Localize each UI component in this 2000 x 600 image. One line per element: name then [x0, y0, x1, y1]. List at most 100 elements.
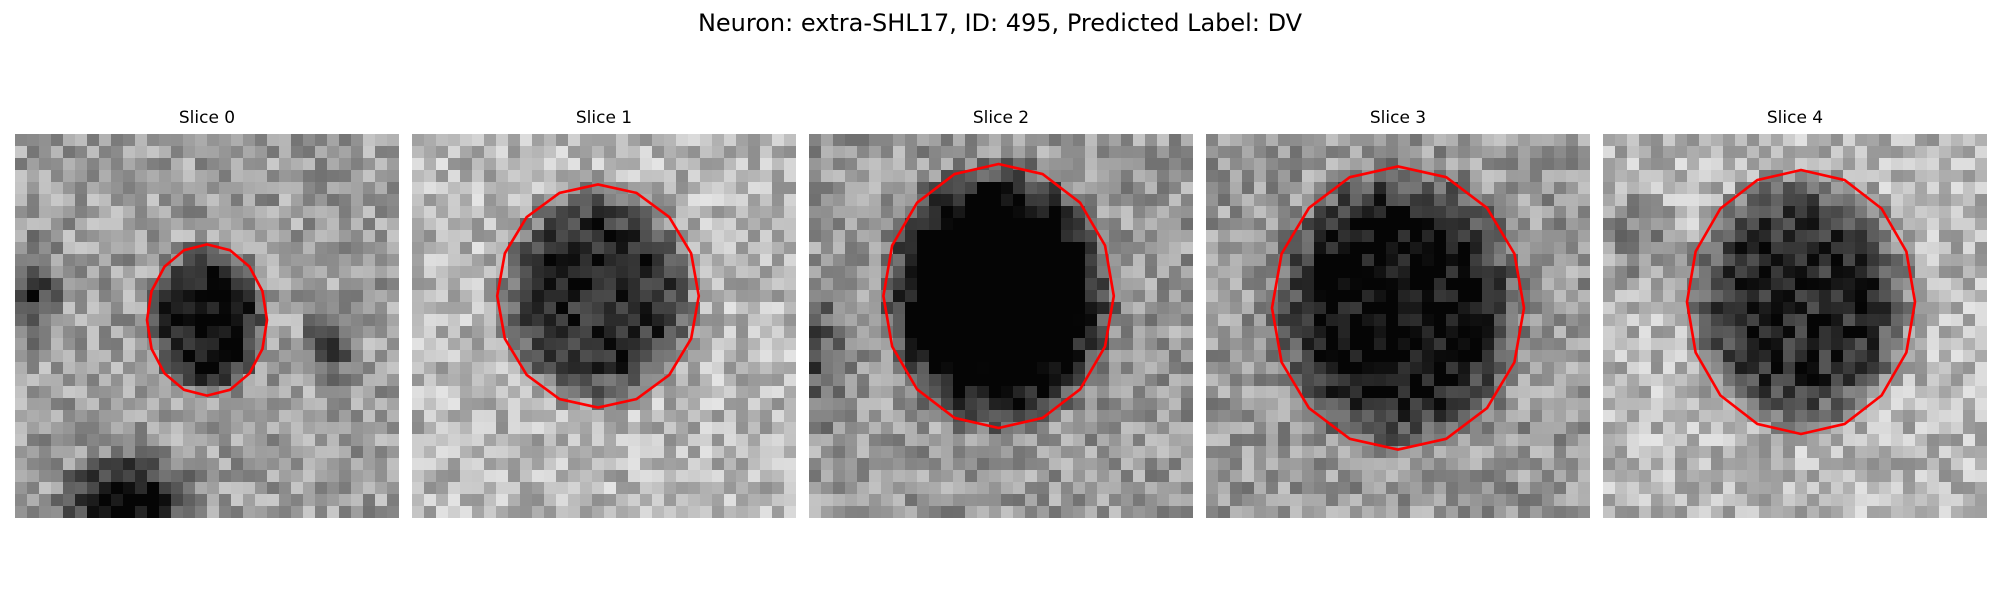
pixel — [1927, 374, 1939, 386]
pixel — [652, 278, 664, 290]
pixel — [99, 326, 111, 338]
pixel — [484, 302, 496, 314]
pixel — [1085, 434, 1097, 446]
pixel — [1446, 134, 1458, 146]
pixel — [219, 470, 231, 482]
slice-image-1 — [412, 134, 796, 518]
pixel — [652, 146, 664, 158]
pixel — [436, 206, 448, 218]
pixel — [375, 374, 387, 386]
pixel — [845, 482, 857, 494]
pixel — [171, 314, 183, 326]
pixel — [1771, 362, 1783, 374]
pixel — [1566, 362, 1578, 374]
pixel — [508, 410, 520, 422]
pixel — [929, 386, 941, 398]
pixel — [63, 398, 75, 410]
pixel — [772, 386, 784, 398]
pixel — [135, 218, 147, 230]
pixel — [351, 386, 363, 398]
pixel — [568, 278, 580, 290]
pixel — [1386, 230, 1398, 242]
pixel — [869, 434, 881, 446]
pixel — [977, 290, 989, 302]
pixel — [989, 146, 1001, 158]
pixel — [592, 362, 604, 374]
pixel — [1025, 302, 1037, 314]
pixel — [1819, 446, 1831, 458]
pixel — [484, 170, 496, 182]
pixel — [87, 386, 99, 398]
pixel — [387, 506, 399, 518]
pixel — [1410, 362, 1422, 374]
pixel — [39, 338, 51, 350]
pixel — [424, 266, 436, 278]
pixel — [303, 470, 315, 482]
pixel — [676, 158, 688, 170]
pixel — [941, 338, 953, 350]
pixel — [580, 494, 592, 506]
pixel — [929, 350, 941, 362]
pixel — [784, 254, 796, 266]
pixel — [809, 494, 821, 506]
pixel — [339, 338, 351, 350]
pixel — [267, 290, 279, 302]
pixel — [63, 278, 75, 290]
pixel — [664, 242, 676, 254]
pixel — [760, 506, 772, 518]
pixel — [412, 458, 424, 470]
pixel — [1157, 494, 1169, 506]
pixel — [87, 242, 99, 254]
pixel — [1061, 410, 1073, 422]
pixel — [881, 434, 893, 446]
pixel — [1434, 158, 1446, 170]
pixel — [87, 506, 99, 518]
pixel — [267, 362, 279, 374]
pixel — [15, 182, 27, 194]
pixel — [496, 398, 508, 410]
pixel — [63, 446, 75, 458]
pixel — [1073, 266, 1085, 278]
pixel — [1073, 182, 1085, 194]
pixel — [1603, 350, 1615, 362]
pixel — [1386, 254, 1398, 266]
pixel — [303, 362, 315, 374]
pixel — [363, 446, 375, 458]
pixel — [772, 434, 784, 446]
pixel — [1735, 158, 1747, 170]
pixel — [27, 458, 39, 470]
pixel — [616, 170, 628, 182]
pixel — [604, 266, 616, 278]
pixel — [1831, 194, 1843, 206]
pixel — [1651, 182, 1663, 194]
pixel — [989, 410, 1001, 422]
pixel — [51, 326, 63, 338]
pixel — [496, 494, 508, 506]
pixel — [291, 194, 303, 206]
pixel — [736, 278, 748, 290]
pixel — [1663, 434, 1675, 446]
pixel — [833, 182, 845, 194]
pixel — [1771, 314, 1783, 326]
pixel — [1446, 374, 1458, 386]
pixel — [809, 170, 821, 182]
pixel — [1687, 206, 1699, 218]
pixel — [315, 506, 327, 518]
pixel — [929, 218, 941, 230]
pixel — [568, 134, 580, 146]
pixel — [1374, 266, 1386, 278]
pixel — [1855, 230, 1867, 242]
pixel — [580, 194, 592, 206]
pixel — [772, 410, 784, 422]
pixel — [123, 278, 135, 290]
pixel — [869, 326, 881, 338]
pixel — [760, 338, 772, 350]
pixel — [1350, 374, 1362, 386]
pixel — [1518, 494, 1530, 506]
pixel — [1915, 326, 1927, 338]
pixel — [1097, 290, 1109, 302]
pixel — [712, 470, 724, 482]
pixel — [616, 242, 628, 254]
pixel — [1181, 170, 1193, 182]
pixel — [664, 194, 676, 206]
